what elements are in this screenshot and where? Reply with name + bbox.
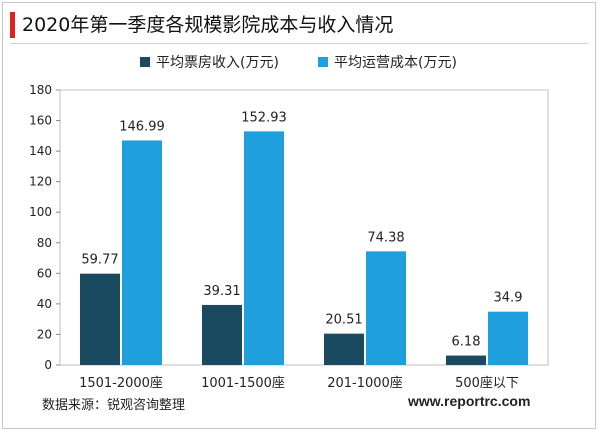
bar-revenue	[80, 273, 120, 365]
data-label-cost: 34.9	[494, 291, 523, 306]
y-tick-label: 160	[29, 114, 52, 128]
y-tick-label: 80	[37, 236, 52, 250]
bar-revenue	[202, 304, 242, 365]
y-tick-label: 0	[44, 358, 52, 372]
bar-cost	[488, 311, 528, 365]
y-tick-label: 120	[29, 175, 52, 189]
title-accent-bar	[10, 12, 15, 38]
website-label: www.reportrc.com	[408, 393, 531, 409]
x-category-label: 500座以下	[455, 376, 519, 391]
legend-item-revenue: 平均票房收入(万元)	[140, 52, 279, 72]
bar-revenue	[446, 355, 486, 365]
bar-revenue	[324, 333, 364, 365]
bar-cost	[244, 131, 284, 365]
data-label-revenue: 20.51	[325, 313, 362, 328]
legend-swatch-revenue	[140, 57, 150, 67]
y-tick-label: 140	[29, 144, 52, 158]
legend-label-revenue: 平均票房收入(万元)	[156, 55, 279, 71]
y-tick-label: 60	[37, 266, 52, 280]
legend-item-cost: 平均运营成本(万元)	[318, 52, 457, 72]
bar-cost	[366, 251, 406, 365]
data-label-revenue: 39.31	[203, 284, 240, 299]
x-category-label: 1001-1500座	[201, 376, 285, 391]
plot-area	[59, 89, 549, 366]
legend: 平均票房收入(万元) 平均运营成本(万元)	[0, 52, 600, 76]
data-label-revenue: 59.77	[81, 253, 118, 268]
x-category-label: 201-1000座	[327, 376, 403, 391]
data-source: 数据来源：锐观咨询整理	[42, 398, 186, 413]
legend-swatch-cost	[318, 57, 328, 67]
data-label-cost: 152.93	[241, 110, 287, 125]
x-category-label: 1501-2000座	[79, 376, 163, 391]
data-label-revenue: 6.18	[452, 335, 481, 350]
y-tick-label: 180	[29, 83, 52, 97]
data-label-cost: 74.38	[367, 230, 404, 245]
title-divider	[10, 43, 588, 44]
legend-label-cost: 平均运营成本(万元)	[334, 55, 457, 71]
chart-title: 2020年第一季度各规模影院成本与收入情况	[22, 14, 394, 36]
y-tick-label: 40	[37, 297, 52, 311]
data-label-cost: 146.99	[119, 119, 165, 134]
bar-cost	[122, 140, 162, 365]
y-tick-label: 100	[29, 205, 52, 219]
y-tick-label: 20	[37, 327, 52, 341]
